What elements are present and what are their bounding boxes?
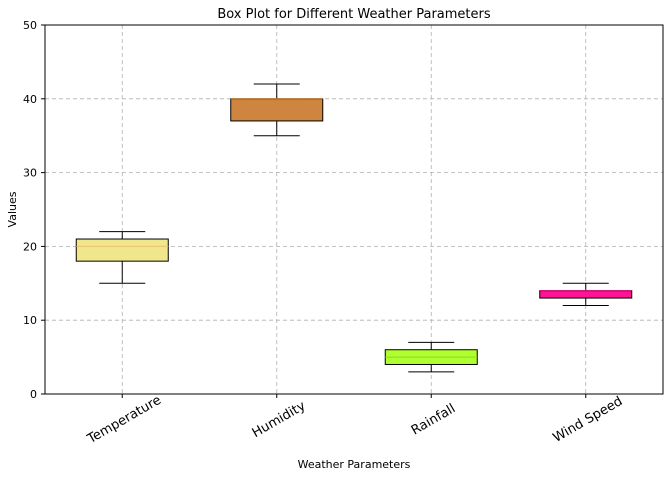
x-tick-label: Rainfall: [409, 401, 458, 438]
iqr-box: [75, 238, 169, 262]
boxes: [75, 83, 633, 373]
box-temperature: [75, 231, 169, 284]
box-rainfall: [384, 341, 478, 373]
y-tick-label: 20: [23, 240, 37, 253]
y-tick-label: 10: [23, 314, 37, 327]
plot-frame: [44, 24, 664, 395]
y-tick-label: 50: [23, 19, 37, 32]
x-tick-label: Wind Speed: [551, 394, 626, 446]
y-axis-label: Values: [6, 191, 19, 227]
y-tick-label: 0: [30, 388, 37, 401]
grid-lines: [45, 25, 663, 394]
x-tick-label: Humidity: [250, 399, 309, 442]
y-tick-label: 30: [23, 167, 37, 180]
x-axis-label: Weather Parameters: [298, 458, 411, 471]
iqr-box: [230, 98, 324, 122]
box-humidity: [230, 83, 324, 137]
y-tick-label: 40: [23, 93, 37, 106]
x-tick-label: Temperature: [84, 393, 164, 448]
box-wind-speed: [539, 282, 633, 306]
chart-title: Box Plot for Different Weather Parameter…: [217, 7, 491, 22]
iqr-box: [539, 290, 633, 299]
axis-ticks: 0 10 20 30 40 50 Temperature Humidity Rainfall Wi…: [23, 19, 625, 447]
